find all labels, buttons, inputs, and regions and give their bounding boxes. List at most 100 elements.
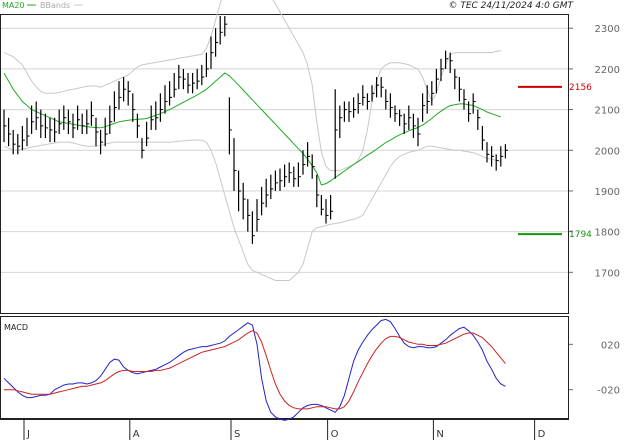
price-bar-47 (219, 16, 223, 45)
price-bar-83 (385, 89, 389, 110)
y-tick-label-1700: 1700 (595, 268, 620, 279)
price-bar-8 (40, 109, 44, 139)
month-label-J-0: J (26, 429, 30, 440)
legend: MA20 BBands (2, 1, 83, 10)
price-bar-14 (67, 109, 71, 135)
y-tick-label-2200: 2200 (595, 65, 620, 76)
price-bar-72 (334, 89, 338, 179)
price-panel-frame (0, 14, 569, 314)
support-level-label: 1794 (569, 230, 592, 240)
price-bar-106 (491, 146, 495, 167)
price-bar-11 (53, 117, 58, 143)
price-bar-105 (486, 142, 490, 163)
price-bar-45 (210, 36, 214, 69)
price-bar-65 (302, 150, 306, 175)
price-bar-17 (81, 113, 85, 135)
price-bar-27 (127, 81, 131, 106)
price-bar-52 (242, 182, 246, 220)
price-bar-81 (376, 77, 380, 98)
price-bars (3, 16, 508, 244)
price-bar-60 (279, 168, 283, 191)
price-bar-40 (187, 72, 191, 94)
price-bar-82 (380, 77, 384, 98)
price-bar-23 (109, 105, 113, 135)
price-bar-49 (228, 97, 232, 155)
price-bar-1 (8, 117, 12, 147)
price-bar-50 (233, 138, 237, 191)
price-bar-43 (201, 64, 205, 86)
y-tick-label-2000: 2000 (595, 146, 620, 157)
y-tick-label-2300: 2300 (595, 24, 620, 35)
macd-tick-label-1: -020 (597, 386, 620, 397)
price-bar-92 (426, 85, 430, 114)
price-bar-26 (122, 77, 127, 102)
price-bar-63 (293, 166, 297, 187)
price-bar-22 (104, 117, 108, 147)
price-bar-66 (307, 142, 311, 167)
price-bar-3 (17, 134, 21, 155)
price-bar-2 (12, 129, 16, 155)
price-bar-103 (477, 109, 481, 130)
macd-lines (3, 318, 506, 421)
price-bar-12 (58, 109, 62, 135)
price-bar-93 (431, 81, 435, 106)
price-bar-6 (31, 105, 35, 135)
price-bar-5 (26, 117, 30, 147)
price-y-axis: 1700 1800 1900 2000 2100 2200 2300 (569, 24, 620, 279)
price-bar-95 (440, 58, 444, 82)
price-bar-84 (389, 93, 393, 118)
bollinger-bands (3, 0, 501, 281)
price-bar-76 (353, 97, 357, 118)
price-bar-34 (159, 93, 163, 122)
price-bar-4 (21, 125, 25, 151)
price-bar-0 (3, 109, 7, 143)
price-bar-24 (113, 91, 117, 122)
price-bar-25 (118, 81, 122, 110)
price-bar-29 (136, 113, 140, 139)
price-bar-88 (408, 105, 412, 130)
macd-title: MACD (4, 323, 28, 332)
price-bar-20 (95, 117, 99, 147)
price-bar-67 (311, 154, 315, 179)
price-bar-32 (150, 105, 154, 130)
price-bar-10 (49, 117, 53, 143)
price-bar-57 (265, 178, 269, 208)
price-bar-94 (435, 68, 439, 94)
price-bar-38 (178, 64, 182, 90)
price-bar-85 (394, 105, 398, 122)
price-bar-13 (63, 105, 67, 130)
price-bar-102 (472, 93, 476, 114)
price-bar-55 (256, 199, 260, 232)
price-bar-104 (481, 125, 485, 151)
price-bar-77 (357, 93, 361, 114)
legend-bbands: BBands (40, 1, 70, 10)
price-bar-18 (86, 109, 90, 135)
macd-y-axis: 020 -020 (569, 340, 620, 397)
price-bar-31 (146, 121, 150, 147)
price-bar-97 (449, 52, 453, 73)
price-bar-75 (348, 101, 352, 122)
month-label-O-3: O (331, 429, 339, 440)
price-grid (1, 27, 568, 273)
price-bar-7 (35, 101, 39, 130)
price-bar-89 (412, 113, 416, 139)
macd-panel-frame (0, 316, 569, 419)
price-bar-33 (155, 101, 159, 130)
price-bar-16 (76, 105, 81, 130)
price-bar-61 (284, 164, 288, 187)
price-bar-15 (72, 113, 76, 139)
price-bar-71 (330, 195, 334, 220)
price-bar-98 (454, 68, 458, 90)
y-tick-label-1900: 1900 (595, 187, 620, 198)
price-bar-91 (422, 93, 426, 122)
price-bar-96 (445, 50, 449, 69)
price-bar-35 (164, 85, 168, 114)
price-bar-109 (504, 144, 508, 159)
price-bar-9 (44, 113, 48, 139)
y-tick-label-1800: 1800 (595, 228, 620, 239)
price-bar-74 (343, 101, 347, 122)
price-bar-108 (500, 146, 504, 167)
signal-line (4, 330, 506, 410)
price-bar-73 (339, 105, 343, 139)
